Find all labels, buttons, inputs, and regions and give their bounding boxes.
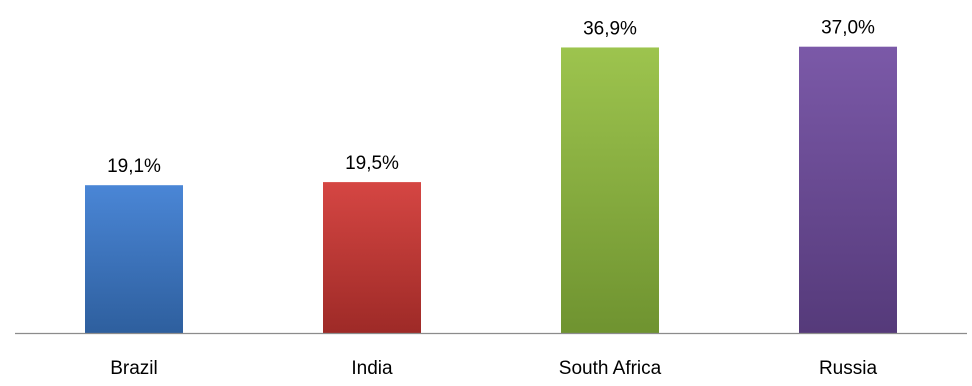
- value-label-india: 19,5%: [345, 153, 399, 174]
- bar-russia: [799, 46, 897, 333]
- bar-india: [323, 182, 421, 333]
- category-label-russia: Russia: [819, 358, 878, 379]
- category-label-brazil: Brazil: [110, 358, 158, 379]
- value-labels-layer: 19,1% 19,5% 36,9% 37,0%: [107, 18, 875, 178]
- value-label-russia: 37,0%: [821, 18, 875, 39]
- bars-layer: [85, 46, 897, 333]
- category-labels-layer: Brazil India South Africa Russia: [110, 358, 877, 379]
- category-label-south-africa: South Africa: [559, 358, 662, 379]
- bar-brazil: [85, 185, 183, 333]
- category-label-india: India: [351, 358, 393, 379]
- bar-south-africa: [561, 47, 659, 333]
- value-label-south-africa: 36,9%: [583, 18, 637, 39]
- value-label-brazil: 19,1%: [107, 156, 161, 177]
